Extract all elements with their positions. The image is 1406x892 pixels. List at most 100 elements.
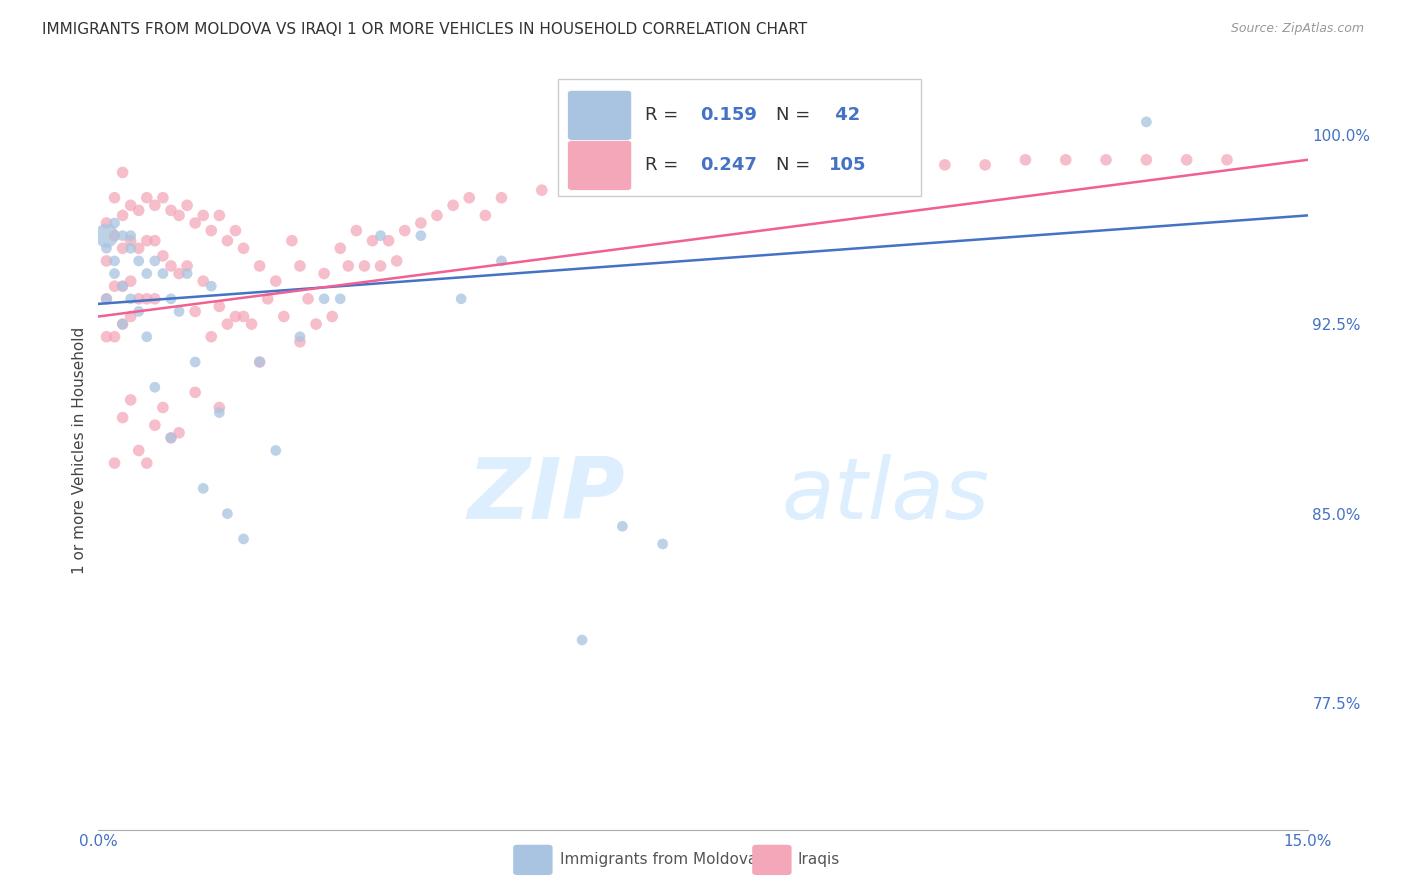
Point <box>152 401 174 415</box>
Point <box>208 405 231 419</box>
Point <box>143 198 166 212</box>
Point <box>651 178 673 192</box>
Point <box>458 191 481 205</box>
Point <box>361 234 384 248</box>
Y-axis label: 1 or more Vehicles in Household: 1 or more Vehicles in Household <box>72 326 87 574</box>
Point <box>474 208 496 222</box>
Point <box>120 234 142 248</box>
Point <box>1054 153 1077 167</box>
Point <box>160 431 183 445</box>
Point <box>232 310 254 324</box>
Point <box>256 292 278 306</box>
Point <box>103 228 125 243</box>
Point <box>232 241 254 255</box>
Point <box>491 191 513 205</box>
Point <box>160 292 183 306</box>
Point <box>426 208 449 222</box>
Point <box>281 234 304 248</box>
Point <box>128 443 150 458</box>
Point <box>394 223 416 237</box>
Point <box>96 292 118 306</box>
Point <box>128 241 150 255</box>
Point <box>111 241 134 255</box>
Point <box>143 234 166 248</box>
Point <box>152 191 174 205</box>
Point <box>184 216 207 230</box>
Point <box>160 431 183 445</box>
Point <box>135 191 157 205</box>
Point <box>692 173 714 187</box>
Point <box>143 253 166 268</box>
Point <box>813 165 835 179</box>
Point <box>1175 153 1198 167</box>
Text: 105: 105 <box>828 156 866 174</box>
Text: Immigrants from Moldova: Immigrants from Moldova <box>560 853 756 867</box>
Point <box>143 292 166 306</box>
Point <box>249 355 271 369</box>
Point <box>1135 153 1157 167</box>
Point <box>135 456 157 470</box>
Point <box>176 267 198 281</box>
FancyBboxPatch shape <box>568 140 631 190</box>
Point <box>103 191 125 205</box>
Point <box>167 208 190 222</box>
Point <box>193 208 215 222</box>
Point <box>1095 153 1118 167</box>
Point <box>167 425 190 440</box>
Point <box>1216 153 1239 167</box>
Point <box>853 158 876 172</box>
Point <box>184 385 207 400</box>
Point <box>128 253 150 268</box>
Point <box>111 279 134 293</box>
Point <box>103 279 125 293</box>
Point <box>329 241 352 255</box>
Point <box>353 259 375 273</box>
Text: ZIP: ZIP <box>467 454 624 538</box>
Point <box>224 310 246 324</box>
Point <box>152 249 174 263</box>
Point <box>377 234 399 248</box>
Point <box>491 253 513 268</box>
Point <box>120 392 142 407</box>
Point <box>128 292 150 306</box>
Point <box>96 228 118 243</box>
Point <box>733 173 755 187</box>
Point <box>264 443 287 458</box>
Point <box>103 267 125 281</box>
Point <box>96 292 118 306</box>
Point <box>409 216 432 230</box>
Point <box>273 310 295 324</box>
Point <box>370 228 392 243</box>
Point <box>893 165 915 179</box>
Point <box>103 456 125 470</box>
Point <box>612 173 634 187</box>
Point <box>974 158 997 172</box>
Point <box>135 267 157 281</box>
Point <box>288 334 311 349</box>
Point <box>217 317 239 331</box>
Point <box>217 234 239 248</box>
Point <box>232 532 254 546</box>
Text: R =: R = <box>645 156 683 174</box>
Point <box>200 223 222 237</box>
Point <box>120 310 142 324</box>
Point <box>111 317 134 331</box>
Point <box>288 329 311 343</box>
Text: IMMIGRANTS FROM MOLDOVA VS IRAQI 1 OR MORE VEHICLES IN HOUSEHOLD CORRELATION CHA: IMMIGRANTS FROM MOLDOVA VS IRAQI 1 OR MO… <box>42 22 807 37</box>
Point <box>571 183 593 197</box>
Text: 0.247: 0.247 <box>700 156 758 174</box>
Point <box>111 410 134 425</box>
Point <box>111 208 134 222</box>
Text: Source: ZipAtlas.com: Source: ZipAtlas.com <box>1230 22 1364 36</box>
Text: 42: 42 <box>828 106 860 124</box>
Text: R =: R = <box>645 106 683 124</box>
Point <box>103 329 125 343</box>
Point <box>143 380 166 394</box>
Point <box>217 507 239 521</box>
Point <box>193 481 215 495</box>
Point <box>530 183 553 197</box>
FancyBboxPatch shape <box>752 845 792 875</box>
Point <box>288 259 311 273</box>
FancyBboxPatch shape <box>558 79 921 196</box>
Point <box>612 519 634 533</box>
